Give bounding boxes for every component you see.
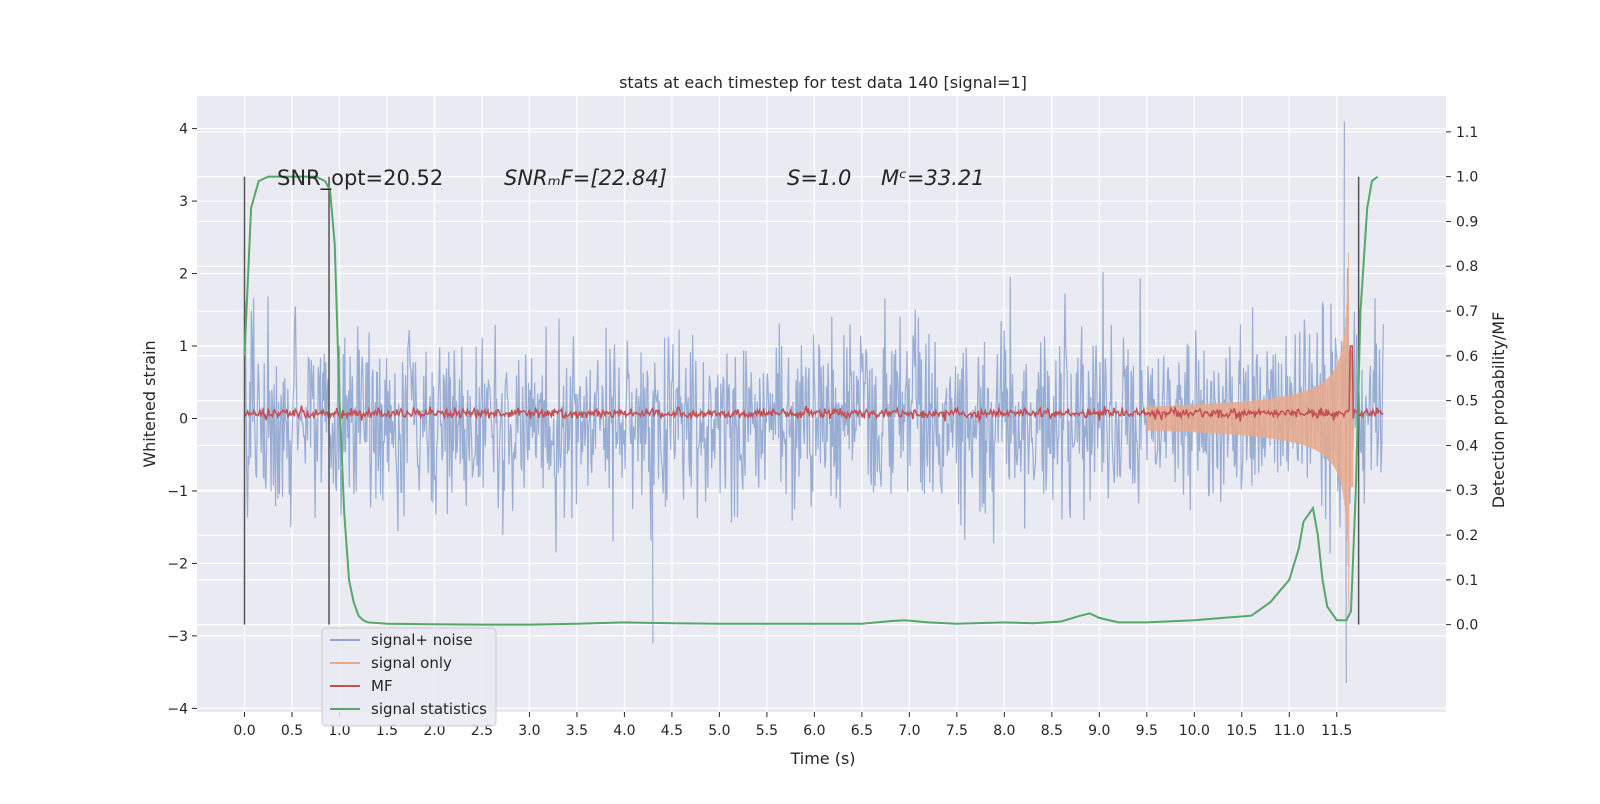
x-tick-label: 9.0: [1088, 723, 1110, 739]
y-tick-label: −2: [167, 556, 188, 572]
series-signal-statistics-line: [243, 175, 1379, 626]
y2-tick-label: 0.6: [1456, 349, 1478, 365]
data-layer: [243, 121, 1384, 684]
y2-tick-label: 0.8: [1456, 259, 1478, 275]
annotation-s: S=1.0: [787, 166, 851, 190]
x-tick-label: 4.5: [661, 723, 683, 739]
y2-tick-label: 0.0: [1456, 618, 1478, 634]
y-tick-label: 1: [179, 339, 188, 355]
legend-label-mf: MF: [371, 677, 393, 695]
annotations: SNR_opt=20.52 SNRₘF=[22.84] S=1.0 Mᶜ=33.…: [277, 166, 985, 191]
annotation-snr-mf: SNRₘF=[22.84]: [504, 166, 667, 190]
annotation-snr-opt: SNR_opt=20.52: [277, 166, 443, 191]
x-tick-label: 6.5: [851, 723, 873, 739]
x-tick-label: 7.0: [898, 723, 920, 739]
x-tick-label: 10.0: [1179, 723, 1210, 739]
y-tick-label: −1: [167, 484, 188, 500]
x-axis-label: Time (s): [789, 749, 855, 768]
y-tick-label: 4: [179, 122, 188, 138]
legend-label-signal-statistics: signal statistics: [371, 700, 487, 718]
x-tick-label: 11.5: [1321, 723, 1352, 739]
y2-tick-label: 1.0: [1456, 170, 1478, 186]
x-tick-label: 3.5: [566, 723, 588, 739]
x-tick-label: 7.5: [946, 723, 968, 739]
y-axis-label: Whitened strain: [140, 340, 159, 467]
x-tick-label: 10.5: [1226, 723, 1257, 739]
y2-tick-label: 1.1: [1456, 125, 1478, 141]
x-tick-label: 0.0: [233, 723, 255, 739]
y2-tick-label: 0.4: [1456, 438, 1478, 454]
annotation-mc: Mᶜ=33.21: [881, 166, 985, 190]
x-tick-label: 9.5: [1136, 723, 1158, 739]
x-tick-label: 5.0: [708, 723, 730, 739]
y-tick-label: −4: [167, 701, 188, 717]
series-signal-noise-line: [243, 121, 1384, 684]
legend-box: [321, 627, 497, 727]
x-tick-label: 6.0: [803, 723, 825, 739]
y2-tick-label: 0.2: [1456, 528, 1478, 544]
legend-label-signal-only: signal only: [371, 654, 452, 672]
x-tick-label: 5.5: [756, 723, 778, 739]
y2-tick-label: 0.3: [1456, 483, 1478, 499]
y-tick-label: 0: [179, 411, 188, 427]
y-tick-label: 3: [179, 194, 188, 210]
series-mf-line: [243, 345, 1384, 424]
x-tick-label: 1.0: [328, 723, 350, 739]
x-tick-label: 1.5: [376, 723, 398, 739]
grid: [197, 96, 1446, 712]
y2-tick-label: 0.1: [1456, 573, 1478, 589]
y-tick-label: −3: [167, 629, 188, 645]
legend-label-signal-noise: signal+ noise: [371, 631, 473, 649]
y-tick-label: 2: [179, 267, 188, 283]
chart-title: stats at each timestep for test data 140…: [619, 73, 1027, 92]
x-tick-label: 3.0: [518, 723, 540, 739]
y2-axis-label: Detection probability/MF: [1489, 312, 1508, 509]
x-tick-label: 8.0: [993, 723, 1015, 739]
y2-tick-label: 0.5: [1456, 394, 1478, 410]
x-tick-label: 4.0: [613, 723, 635, 739]
series-signal-only-line: [1146, 252, 1354, 613]
axes: 0.0 0.5 1.0 1.5 2.0 2.5 3.0 3.5 4.0 4.5 5.0 5.5 6.0 6…: [167, 122, 1478, 739]
y2-tick-label: 0.7: [1456, 304, 1478, 320]
legend: signal+ noise signal only MF signal stat…: [321, 627, 497, 727]
x-tick-label: 2.0: [423, 723, 445, 739]
x-tick-label: 11.0: [1274, 723, 1305, 739]
x-tick-label: 0.5: [281, 723, 303, 739]
x-tick-label: 2.5: [471, 723, 493, 739]
y2-tick-label: 0.9: [1456, 214, 1478, 230]
x-tick-label: 8.5: [1041, 723, 1063, 739]
